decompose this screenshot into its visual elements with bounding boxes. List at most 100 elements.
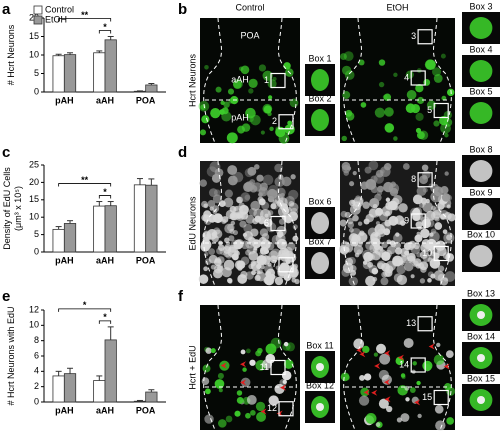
- inset-nucleus: [477, 396, 485, 404]
- cell: [425, 210, 436, 221]
- arrowhead: [397, 354, 404, 361]
- cell: [363, 373, 372, 381]
- cell: [283, 359, 294, 369]
- cell: [246, 394, 257, 405]
- significance-label: *: [103, 187, 107, 197]
- cell: [365, 412, 377, 424]
- cell: [258, 217, 265, 224]
- roi-number: 5: [427, 105, 432, 115]
- cell: [249, 359, 256, 366]
- legend-label: EtOH: [45, 14, 67, 24]
- cell: [247, 166, 257, 176]
- cell: [274, 383, 285, 394]
- region-outline: [203, 17, 222, 144]
- bar: [93, 52, 106, 93]
- cell: [441, 95, 447, 101]
- inset-label: Box 8: [469, 144, 492, 154]
- cell: [272, 199, 278, 205]
- inset-label: Box 2: [308, 93, 331, 103]
- inset-nucleus: [477, 354, 485, 362]
- cell: [223, 259, 235, 271]
- inset-label: Box 11: [306, 340, 333, 350]
- cell: [420, 228, 430, 239]
- y-tick-label: 6: [34, 350, 39, 360]
- cell: [199, 179, 208, 187]
- cell: [412, 361, 417, 366]
- cell: [341, 135, 347, 142]
- roi-box: [417, 29, 433, 45]
- inset-cell: [469, 245, 493, 267]
- cell: [363, 251, 374, 262]
- cell: [245, 348, 251, 354]
- cell: [245, 249, 251, 256]
- cell: [441, 193, 451, 202]
- roi-box: [410, 70, 426, 86]
- cell: [362, 345, 370, 354]
- cell: [358, 59, 365, 66]
- cell: [410, 274, 415, 279]
- inset-cell: [469, 203, 493, 225]
- cell: [375, 169, 384, 178]
- cell: [237, 265, 243, 271]
- cell: [384, 107, 394, 117]
- inset-label: Box 13: [467, 288, 495, 298]
- cell: [400, 254, 408, 262]
- cell: [233, 239, 243, 250]
- cell: [258, 192, 263, 198]
- bar: [52, 228, 65, 253]
- bar: [63, 54, 77, 93]
- cell: [422, 220, 430, 228]
- roi-number: 2: [272, 116, 277, 126]
- cell: [292, 224, 298, 230]
- region-outline: [343, 160, 362, 287]
- cell: [432, 67, 442, 77]
- arrowhead: [240, 361, 247, 368]
- cell: [418, 202, 425, 208]
- cell: [267, 188, 278, 200]
- cell: [266, 255, 271, 261]
- roi-number: 7: [272, 259, 277, 269]
- cell: [265, 353, 276, 364]
- cell: [349, 181, 355, 187]
- bar: [93, 380, 106, 403]
- cell: [445, 350, 454, 358]
- cell: [444, 133, 449, 138]
- cell: [367, 261, 374, 268]
- significance-label: **: [81, 175, 89, 185]
- cell: [228, 98, 234, 104]
- cell: [275, 233, 286, 244]
- roi-box: [270, 215, 286, 232]
- cell: [340, 53, 347, 60]
- significance-bracket: [98, 320, 112, 324]
- cell: [377, 185, 384, 193]
- cell: [425, 59, 436, 70]
- region-outline: [433, 160, 452, 287]
- cell: [232, 229, 239, 236]
- cell: [275, 126, 286, 138]
- inset-cell: [469, 60, 493, 82]
- cell: [268, 95, 273, 100]
- cell: [207, 200, 216, 208]
- significance-bracket: [58, 18, 112, 22]
- cell: [267, 79, 277, 89]
- arrowhead: [280, 384, 287, 391]
- cell: [240, 270, 248, 279]
- cell: [263, 275, 274, 286]
- cell: [282, 379, 287, 385]
- cell: [414, 234, 423, 243]
- inset-label: Box 6: [308, 196, 331, 206]
- cell: [417, 413, 422, 419]
- cell: [416, 96, 425, 105]
- cell: [290, 174, 296, 180]
- cell: [393, 273, 403, 283]
- roi-number: 12: [267, 403, 277, 413]
- cell: [218, 419, 227, 428]
- roi-number: 8: [411, 174, 416, 184]
- cell: [264, 264, 273, 274]
- panel-label: c: [2, 144, 10, 161]
- cell: [199, 129, 207, 136]
- x-tick-label: pAH: [55, 255, 74, 265]
- cell: [421, 218, 432, 229]
- bar: [145, 391, 158, 403]
- cell: [201, 377, 210, 385]
